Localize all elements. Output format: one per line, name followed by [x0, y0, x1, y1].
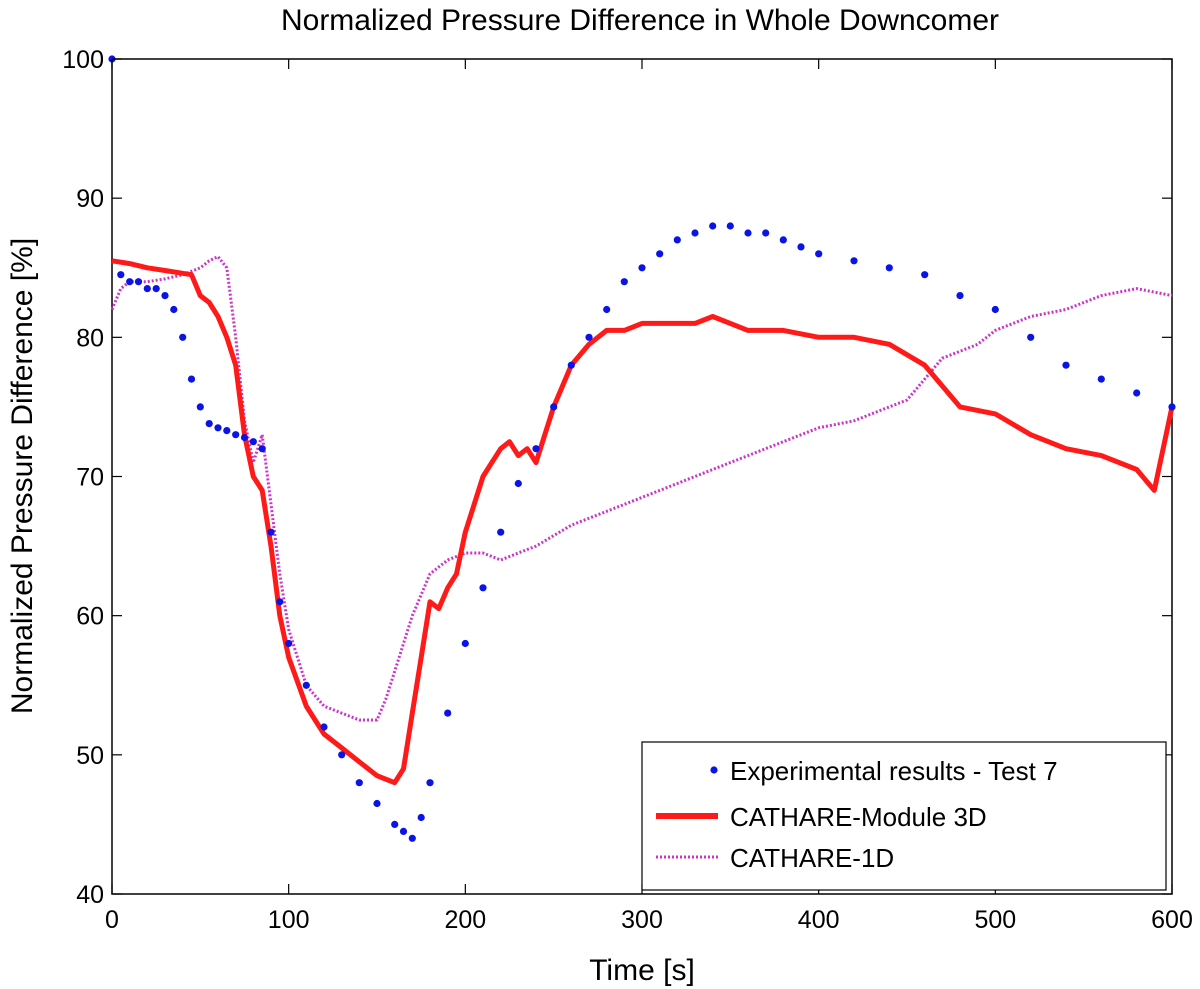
legend-label-experimental: Experimental results - Test 7 — [730, 756, 1058, 786]
data-point-experimental — [479, 584, 487, 592]
data-point-experimental — [550, 403, 558, 411]
data-point-experimental — [187, 375, 196, 383]
data-point-experimental — [1097, 375, 1105, 383]
data-point-experimental — [214, 424, 222, 432]
axes-ticks: 0 100 200 300 400 500 600 40 50 60 70 80 90 100 — [62, 46, 1193, 934]
series-line-cathare-module-3d — [111, 258, 1175, 786]
data-point-experimental — [762, 229, 770, 237]
data-point-experimental — [170, 305, 178, 314]
data-point-experimental — [585, 333, 593, 341]
y-tick-label-0: 40 — [76, 881, 104, 909]
y-axis-title: Normalized Pressure Difference [%] — [6, 238, 39, 714]
data-point-experimental — [532, 445, 540, 453]
data-point-experimental — [417, 813, 425, 822]
data-point-experimental — [691, 229, 699, 237]
data-point-experimental — [355, 779, 363, 787]
data-point-experimental — [497, 528, 505, 536]
data-point-experimental — [276, 598, 284, 606]
legend-box — [641, 741, 1167, 891]
data-point-experimental — [426, 779, 434, 787]
data-point-experimental — [373, 799, 381, 808]
data-point-experimental — [338, 751, 346, 759]
data-point-experimental — [249, 438, 257, 446]
x-tick-label-1: 100 — [268, 906, 310, 934]
data-point-experimental — [302, 681, 310, 689]
data-point-experimental — [850, 257, 858, 265]
data-point-experimental — [320, 723, 328, 731]
x-tick-label-0: 0 — [105, 906, 119, 934]
y-tick-label-5: 90 — [76, 185, 104, 213]
data-point-experimental — [514, 479, 522, 488]
data-point-experimental — [399, 827, 408, 836]
legend: Experimental results - Test 7 CATHARE-Mo… — [641, 741, 1167, 891]
data-point-experimental — [258, 445, 266, 453]
data-point-experimental — [673, 236, 681, 244]
data-point-experimental — [1027, 333, 1035, 341]
y-tick-label-2: 60 — [76, 603, 104, 631]
data-point-experimental — [285, 639, 293, 648]
y-tick-label-3: 70 — [76, 464, 104, 492]
data-point-experimental — [152, 285, 160, 293]
x-axis-title: Time [s] — [589, 954, 695, 987]
data-point-experimental — [179, 333, 187, 341]
legend-label-module3d: CATHARE-Module 3D — [730, 802, 987, 832]
plot-area — [108, 55, 1176, 842]
data-point-experimental — [991, 305, 999, 314]
data-point-experimental — [779, 236, 787, 244]
data-point-experimental — [391, 820, 399, 829]
y-tick-label-6: 100 — [62, 46, 104, 74]
data-point-experimental — [161, 292, 169, 300]
data-point-experimental — [620, 278, 628, 286]
x-tick-label-5: 500 — [974, 906, 1016, 934]
data-point-experimental — [143, 285, 151, 293]
y-tick-label-1: 50 — [76, 742, 104, 770]
data-point-experimental — [956, 292, 964, 300]
y-tick-label-4: 80 — [76, 324, 104, 352]
data-point-experimental — [117, 271, 125, 279]
data-point-experimental — [815, 250, 823, 258]
data-point-experimental — [921, 271, 929, 279]
legend-marker-experimental — [710, 766, 718, 774]
data-point-experimental — [126, 278, 134, 286]
chart-title: Normalized Pressure Difference in Whole … — [281, 4, 999, 37]
data-point-experimental — [885, 264, 893, 272]
x-tick-label-4: 400 — [798, 906, 840, 934]
data-point-experimental — [267, 528, 275, 536]
x-tick-label-3: 300 — [621, 906, 663, 934]
data-point-experimental — [744, 229, 752, 237]
data-point-experimental — [1062, 361, 1070, 369]
x-tick-label-2: 200 — [444, 906, 486, 934]
legend-label-oned: CATHARE-1D — [730, 843, 894, 873]
data-point-experimental — [223, 427, 231, 435]
data-point-experimental — [638, 264, 646, 272]
series-line-cathare-1d — [110, 255, 1173, 722]
data-point-experimental — [408, 834, 416, 842]
data-point-experimental — [656, 250, 664, 258]
data-point-experimental — [461, 639, 469, 648]
data-point-experimental — [603, 305, 611, 314]
x-tick-label-6: 600 — [1151, 906, 1193, 934]
data-point-experimental — [797, 243, 805, 251]
data-point-experimental — [240, 433, 249, 442]
data-point-experimental — [726, 222, 734, 230]
data-point-experimental — [444, 709, 452, 717]
data-point-experimental — [232, 431, 240, 439]
data-point-experimental — [205, 420, 213, 428]
data-point-experimental — [709, 222, 717, 230]
data-point-experimental — [567, 361, 575, 369]
data-point-experimental — [196, 403, 204, 411]
data-point-experimental — [1133, 389, 1141, 397]
data-point-experimental — [1168, 403, 1176, 411]
data-point-experimental — [134, 278, 143, 286]
